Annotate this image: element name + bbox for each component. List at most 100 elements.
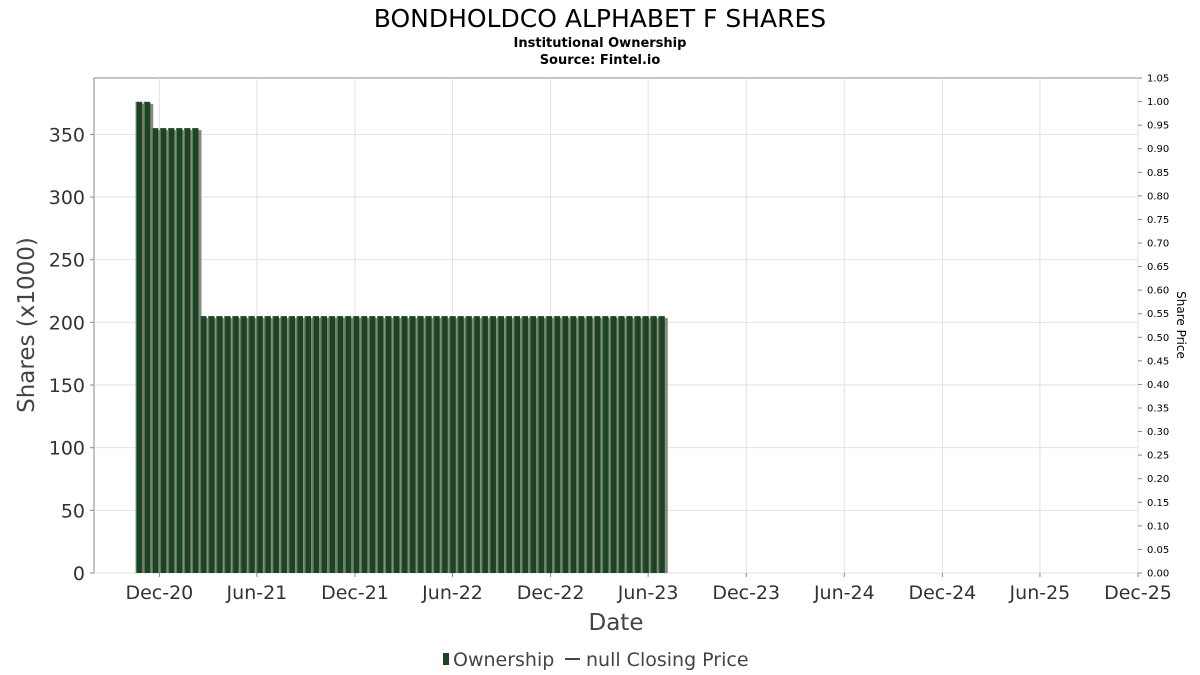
bar-ownership [264,316,271,573]
bar-ownership [159,128,167,573]
y-axis-left: 0 50 100 150 200 250 300 350 [49,124,94,585]
y-axis-right-label: Share Price [1174,291,1188,359]
bar-ownership [513,316,521,573]
legend-swatch-ownership [443,653,449,665]
bar-ownership [618,316,625,573]
y-right-tick-label: 0.00 [1147,569,1169,580]
bar-ownership [658,316,665,573]
y-tick-label: 350 [49,124,85,146]
y-right-tick-label: 0.85 [1147,168,1169,179]
y-axis-right: 0.00 0.05 0.10 0.15 0.20 0.25 0.30 0.35 0.40 0.45… [1138,74,1169,580]
bar-ownership [143,101,151,574]
x-tick-label: Jun-23 [617,582,679,604]
y-right-tick-label: 0.80 [1147,191,1169,202]
bar-ownership [505,316,513,573]
x-tick-label: Dec-24 [908,582,976,604]
bar-ownership [280,316,287,573]
bar-ownership [529,316,537,573]
y-right-tick-label: 0.65 [1147,262,1169,273]
bar-ownership [312,316,320,573]
bar-ownership [184,128,191,573]
bar-ownership [481,316,488,573]
bar-ownership [537,316,545,573]
bar-ownership [417,316,424,573]
bar-ownership [151,128,159,573]
y-tick-label: 50 [61,500,85,522]
y-right-tick-label: 0.90 [1147,144,1169,155]
y-tick-label: 250 [49,250,85,272]
bar-ownership [256,316,263,573]
bar-ownership [634,316,641,573]
bar-ownership [208,316,215,573]
bar-ownership [457,316,464,573]
bar-ownership [328,316,336,573]
y-right-tick-label: 0.25 [1147,451,1169,462]
bar-ownership [352,316,360,573]
bar-ownership [240,316,247,573]
y-right-tick-label: 0.60 [1147,286,1169,297]
bar-ownership [344,316,352,573]
bar-ownership [577,316,585,573]
x-tick-label: Jun-24 [813,582,875,604]
y-tick-label: 0 [73,563,85,585]
bar-ownership [135,101,143,574]
bar-ownership [610,316,617,573]
y-right-tick-label: 0.20 [1147,474,1169,485]
bar-ownership [569,316,577,573]
bar-ownership [200,316,207,573]
x-tick-label: Dec-20 [125,582,193,604]
x-tick-label: Jun-25 [1009,582,1071,604]
x-tick-label: Jun-21 [226,582,288,604]
y-right-tick-label: 1.05 [1147,74,1169,85]
bar-ownership [272,316,279,573]
y-axis-label: Shares (x1000) [14,237,40,413]
y-right-tick-label: 0.95 [1147,121,1169,132]
bar-ownership [167,128,175,573]
y-right-tick-label: 0.15 [1147,498,1169,509]
y-right-tick-label: 0.70 [1147,239,1169,250]
bar-ownership [248,316,255,573]
x-tick-label: Jun-22 [421,582,483,604]
y-tick-label: 200 [49,312,85,334]
bar-ownership [425,316,432,573]
x-axis-label: Date [589,610,644,636]
bar-ownership [385,316,392,573]
bar-ownership [585,316,593,573]
chart-title: BONDHOLDCO ALPHABET F SHARES [374,4,826,33]
bar-ownership [376,316,384,573]
bar-ownership [594,316,601,573]
y-right-tick-label: 0.75 [1147,215,1169,226]
bar-ownership [175,128,183,573]
y-right-tick-label: 0.05 [1147,545,1169,556]
x-axis: Dec-20 Jun-21 Dec-21 Jun-22 Dec-22 Jun-23 Dec-… [125,573,1172,604]
bar-ownership [553,316,561,573]
bar-ownership [336,316,344,573]
bar-ownership [521,316,529,573]
y-tick-label: 100 [49,438,85,460]
bar-ownership [232,316,239,573]
bar-ownership [368,316,376,573]
bar-ownership [393,316,400,573]
bar-ownership [626,316,633,573]
bar-ownership [642,316,649,573]
chart-subtitle: Institutional Ownership [514,36,687,51]
x-tick-label: Dec-22 [517,582,585,604]
bar-ownership [192,128,199,573]
bar-ownership [473,316,480,573]
bar-ownership [216,316,223,573]
bar-ownership [288,316,295,573]
x-tick-label: Dec-21 [321,582,389,604]
y-right-tick-label: 0.30 [1147,427,1169,438]
bar-ownership [602,316,609,573]
bar-ownership [320,316,328,573]
legend-label-closing-price: null Closing Price [586,649,749,671]
legend-label-ownership: Ownership [453,649,554,671]
bar-ownership [489,316,496,573]
y-right-tick-label: 1.00 [1147,97,1169,108]
bar-ownership [433,316,440,573]
bar-ownership [465,316,472,573]
bar-ownership [441,316,448,573]
bar-ownership [409,316,416,573]
y-right-tick-label: 0.35 [1147,404,1169,415]
